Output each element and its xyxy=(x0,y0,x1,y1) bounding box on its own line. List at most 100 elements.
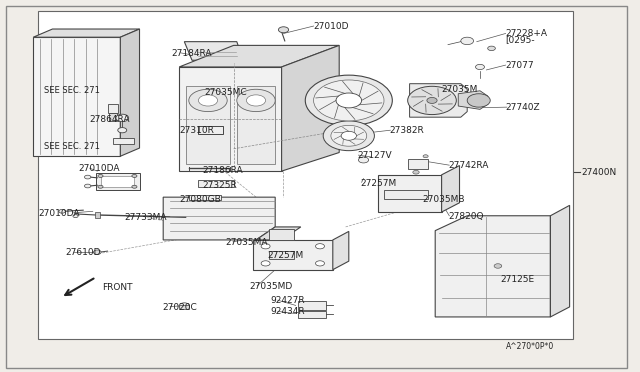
Text: 27184RA: 27184RA xyxy=(172,49,212,58)
Polygon shape xyxy=(189,195,221,200)
Polygon shape xyxy=(33,29,140,37)
Circle shape xyxy=(467,94,490,107)
Polygon shape xyxy=(550,205,570,317)
Text: FRONT: FRONT xyxy=(102,283,133,292)
Circle shape xyxy=(116,114,129,122)
Text: 27610D: 27610D xyxy=(65,248,100,257)
Circle shape xyxy=(73,215,78,218)
Bar xyxy=(38,11,573,339)
Circle shape xyxy=(84,175,91,179)
Polygon shape xyxy=(298,311,326,318)
Polygon shape xyxy=(442,166,460,212)
Circle shape xyxy=(198,95,218,106)
Bar xyxy=(95,212,100,218)
Text: 27733MA: 27733MA xyxy=(125,213,167,222)
Circle shape xyxy=(84,184,91,188)
Polygon shape xyxy=(198,126,223,134)
Polygon shape xyxy=(269,251,294,259)
Circle shape xyxy=(331,125,367,146)
Circle shape xyxy=(237,89,275,112)
Text: A^270*0P*0: A^270*0P*0 xyxy=(506,342,554,351)
Polygon shape xyxy=(184,42,243,60)
Text: 27310R: 27310R xyxy=(179,126,214,135)
Polygon shape xyxy=(120,29,140,156)
Text: 27035MB: 27035MB xyxy=(422,195,465,204)
Circle shape xyxy=(316,261,324,266)
Text: 27742RA: 27742RA xyxy=(448,161,488,170)
Text: 27035MA: 27035MA xyxy=(225,238,268,247)
Polygon shape xyxy=(333,231,349,270)
Text: 27186RA: 27186RA xyxy=(202,166,243,175)
Text: 27010DA: 27010DA xyxy=(38,209,80,218)
Text: 27125E: 27125E xyxy=(500,275,534,284)
Polygon shape xyxy=(269,229,294,240)
Text: 27035M: 27035M xyxy=(442,85,478,94)
Text: SEE SEC. 271: SEE SEC. 271 xyxy=(44,86,99,94)
Circle shape xyxy=(98,174,103,177)
Circle shape xyxy=(314,80,384,121)
Text: 27010D: 27010D xyxy=(314,22,349,31)
Circle shape xyxy=(98,185,103,188)
Text: 92427R: 92427R xyxy=(270,296,305,305)
Polygon shape xyxy=(253,240,333,270)
Circle shape xyxy=(476,64,484,70)
Text: 27127V: 27127V xyxy=(357,151,392,160)
Text: 27382R: 27382R xyxy=(389,126,424,135)
Text: SEE SEC. 271: SEE SEC. 271 xyxy=(44,142,99,151)
Circle shape xyxy=(246,95,266,106)
Circle shape xyxy=(413,170,419,174)
Circle shape xyxy=(59,209,65,213)
Circle shape xyxy=(323,121,374,151)
Polygon shape xyxy=(186,86,230,164)
Polygon shape xyxy=(113,138,134,144)
Polygon shape xyxy=(198,180,234,187)
Text: 27257M: 27257M xyxy=(360,179,397,187)
Polygon shape xyxy=(237,86,275,164)
Text: 27228+A: 27228+A xyxy=(506,29,548,38)
Polygon shape xyxy=(282,45,339,171)
Polygon shape xyxy=(410,84,467,117)
Circle shape xyxy=(336,93,362,108)
Text: 27035MC: 27035MC xyxy=(205,88,248,97)
Text: 27325R: 27325R xyxy=(202,182,237,190)
Circle shape xyxy=(494,264,502,268)
Circle shape xyxy=(189,89,227,112)
Circle shape xyxy=(118,128,127,133)
Text: 27077: 27077 xyxy=(506,61,534,70)
Circle shape xyxy=(179,303,189,309)
Polygon shape xyxy=(378,175,442,212)
Circle shape xyxy=(427,97,437,103)
Circle shape xyxy=(132,174,137,177)
Circle shape xyxy=(132,185,137,188)
Text: 27820Q: 27820Q xyxy=(448,212,483,221)
Text: 92434R: 92434R xyxy=(270,307,305,316)
Bar xyxy=(179,305,189,309)
Text: 27400N: 27400N xyxy=(581,168,616,177)
Circle shape xyxy=(423,155,428,158)
Circle shape xyxy=(261,244,270,249)
Text: 27010DA: 27010DA xyxy=(79,164,120,173)
Circle shape xyxy=(305,75,392,126)
Circle shape xyxy=(261,261,270,266)
Text: 27864RA: 27864RA xyxy=(90,115,130,124)
Polygon shape xyxy=(96,173,140,190)
Circle shape xyxy=(358,157,369,163)
Polygon shape xyxy=(408,159,428,169)
Circle shape xyxy=(316,244,324,249)
Circle shape xyxy=(408,86,456,115)
Polygon shape xyxy=(179,45,339,67)
Circle shape xyxy=(278,27,289,33)
Polygon shape xyxy=(256,227,301,240)
Text: 27257M: 27257M xyxy=(268,251,304,260)
Circle shape xyxy=(93,250,101,254)
Polygon shape xyxy=(435,216,550,317)
Polygon shape xyxy=(33,37,120,156)
Circle shape xyxy=(488,46,495,51)
Circle shape xyxy=(341,131,356,140)
Polygon shape xyxy=(109,113,117,121)
Polygon shape xyxy=(384,190,428,199)
Circle shape xyxy=(461,37,474,45)
Text: 27020C: 27020C xyxy=(163,303,197,312)
Polygon shape xyxy=(298,301,326,310)
Text: 27740Z: 27740Z xyxy=(506,103,540,112)
